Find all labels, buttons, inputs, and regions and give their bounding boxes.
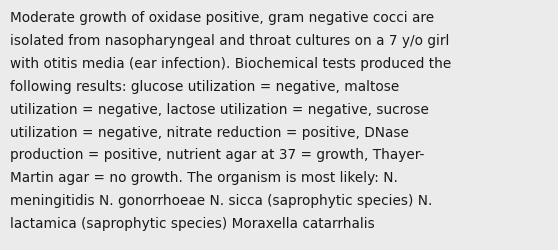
Text: meningitidis N. gonorrhoeae N. sicca (saprophytic species) N.: meningitidis N. gonorrhoeae N. sicca (sa… [10, 193, 432, 207]
Text: utilization = negative, lactose utilization = negative, sucrose: utilization = negative, lactose utilizat… [10, 102, 429, 116]
Text: lactamica (saprophytic species) Moraxella catarrhalis: lactamica (saprophytic species) Moraxell… [10, 216, 375, 230]
Text: with otitis media (ear infection). Biochemical tests produced the: with otitis media (ear infection). Bioch… [10, 57, 451, 71]
Text: Martin agar = no growth. The organism is most likely: N.: Martin agar = no growth. The organism is… [10, 170, 398, 184]
Text: isolated from nasopharyngeal and throat cultures on a 7 y/o girl: isolated from nasopharyngeal and throat … [10, 34, 449, 48]
Text: utilization = negative, nitrate reduction = positive, DNase: utilization = negative, nitrate reductio… [10, 125, 409, 139]
Text: following results: glucose utilization = negative, maltose: following results: glucose utilization =… [10, 80, 400, 94]
Text: Moderate growth of oxidase positive, gram negative cocci are: Moderate growth of oxidase positive, gra… [10, 11, 434, 25]
Text: production = positive, nutrient agar at 37 = growth, Thayer-: production = positive, nutrient agar at … [10, 148, 425, 162]
